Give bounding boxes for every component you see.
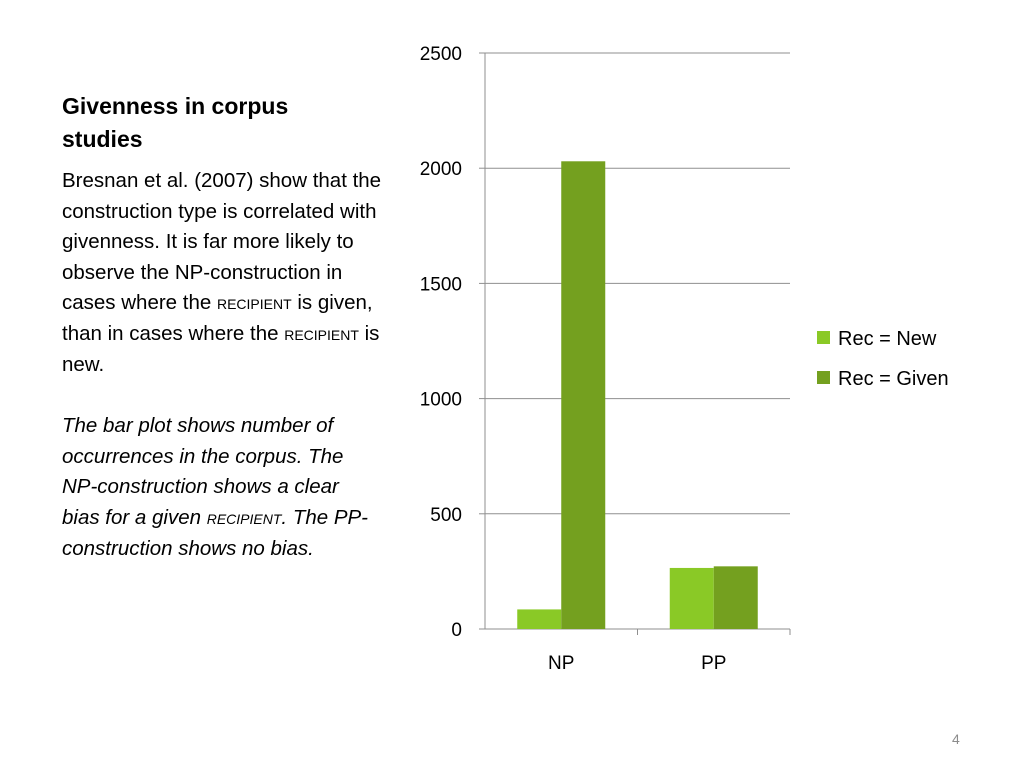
slide-title: Givenness in corpus studies: [62, 93, 289, 152]
caption-text-segment: . The PP-construction shows no bias.: [62, 505, 369, 560]
legend-label: Rec = Given: [838, 368, 949, 390]
chart-caption: The bar plot shows number of occurrences…: [62, 411, 382, 564]
legend-label: Rec = New: [838, 328, 937, 350]
x-tick-label: PP: [701, 653, 726, 674]
y-tick-label: 0: [451, 620, 462, 641]
slide-body: Bresnan et al. (2007) show that the cons…: [62, 166, 382, 564]
bar-np-series-1: [517, 609, 562, 629]
y-tick-label: 2500: [420, 44, 462, 65]
legend-swatch: [817, 331, 830, 344]
legend-swatch: [817, 371, 830, 384]
recipient-term: recipient: [216, 291, 292, 315]
y-tick-label: 1000: [420, 390, 462, 411]
body-paragraph: Bresnan et al. (2007) show that the cons…: [62, 166, 382, 380]
y-tick-label: 1500: [420, 274, 462, 295]
caption-text-segment: The bar plot shows number of occurrences…: [62, 414, 344, 529]
recipient-term: recipient: [284, 321, 359, 345]
body-text-segment: is given, than in cases where the: [62, 291, 373, 345]
y-tick-label: 2000: [420, 159, 462, 180]
bar-pp-series-2: [713, 566, 758, 629]
x-tick-label: NP: [548, 653, 574, 674]
body-text-segment: is new.: [62, 321, 380, 376]
body-text-segment: Bresnan et al. (2007) show that the cons…: [62, 169, 382, 315]
bar-pp-series-1: [669, 567, 714, 629]
y-tick-label: 500: [430, 505, 462, 526]
page-number: 4: [952, 731, 960, 747]
recipient-term: recipient: [206, 505, 282, 529]
bar-np-series-2: [561, 161, 606, 629]
